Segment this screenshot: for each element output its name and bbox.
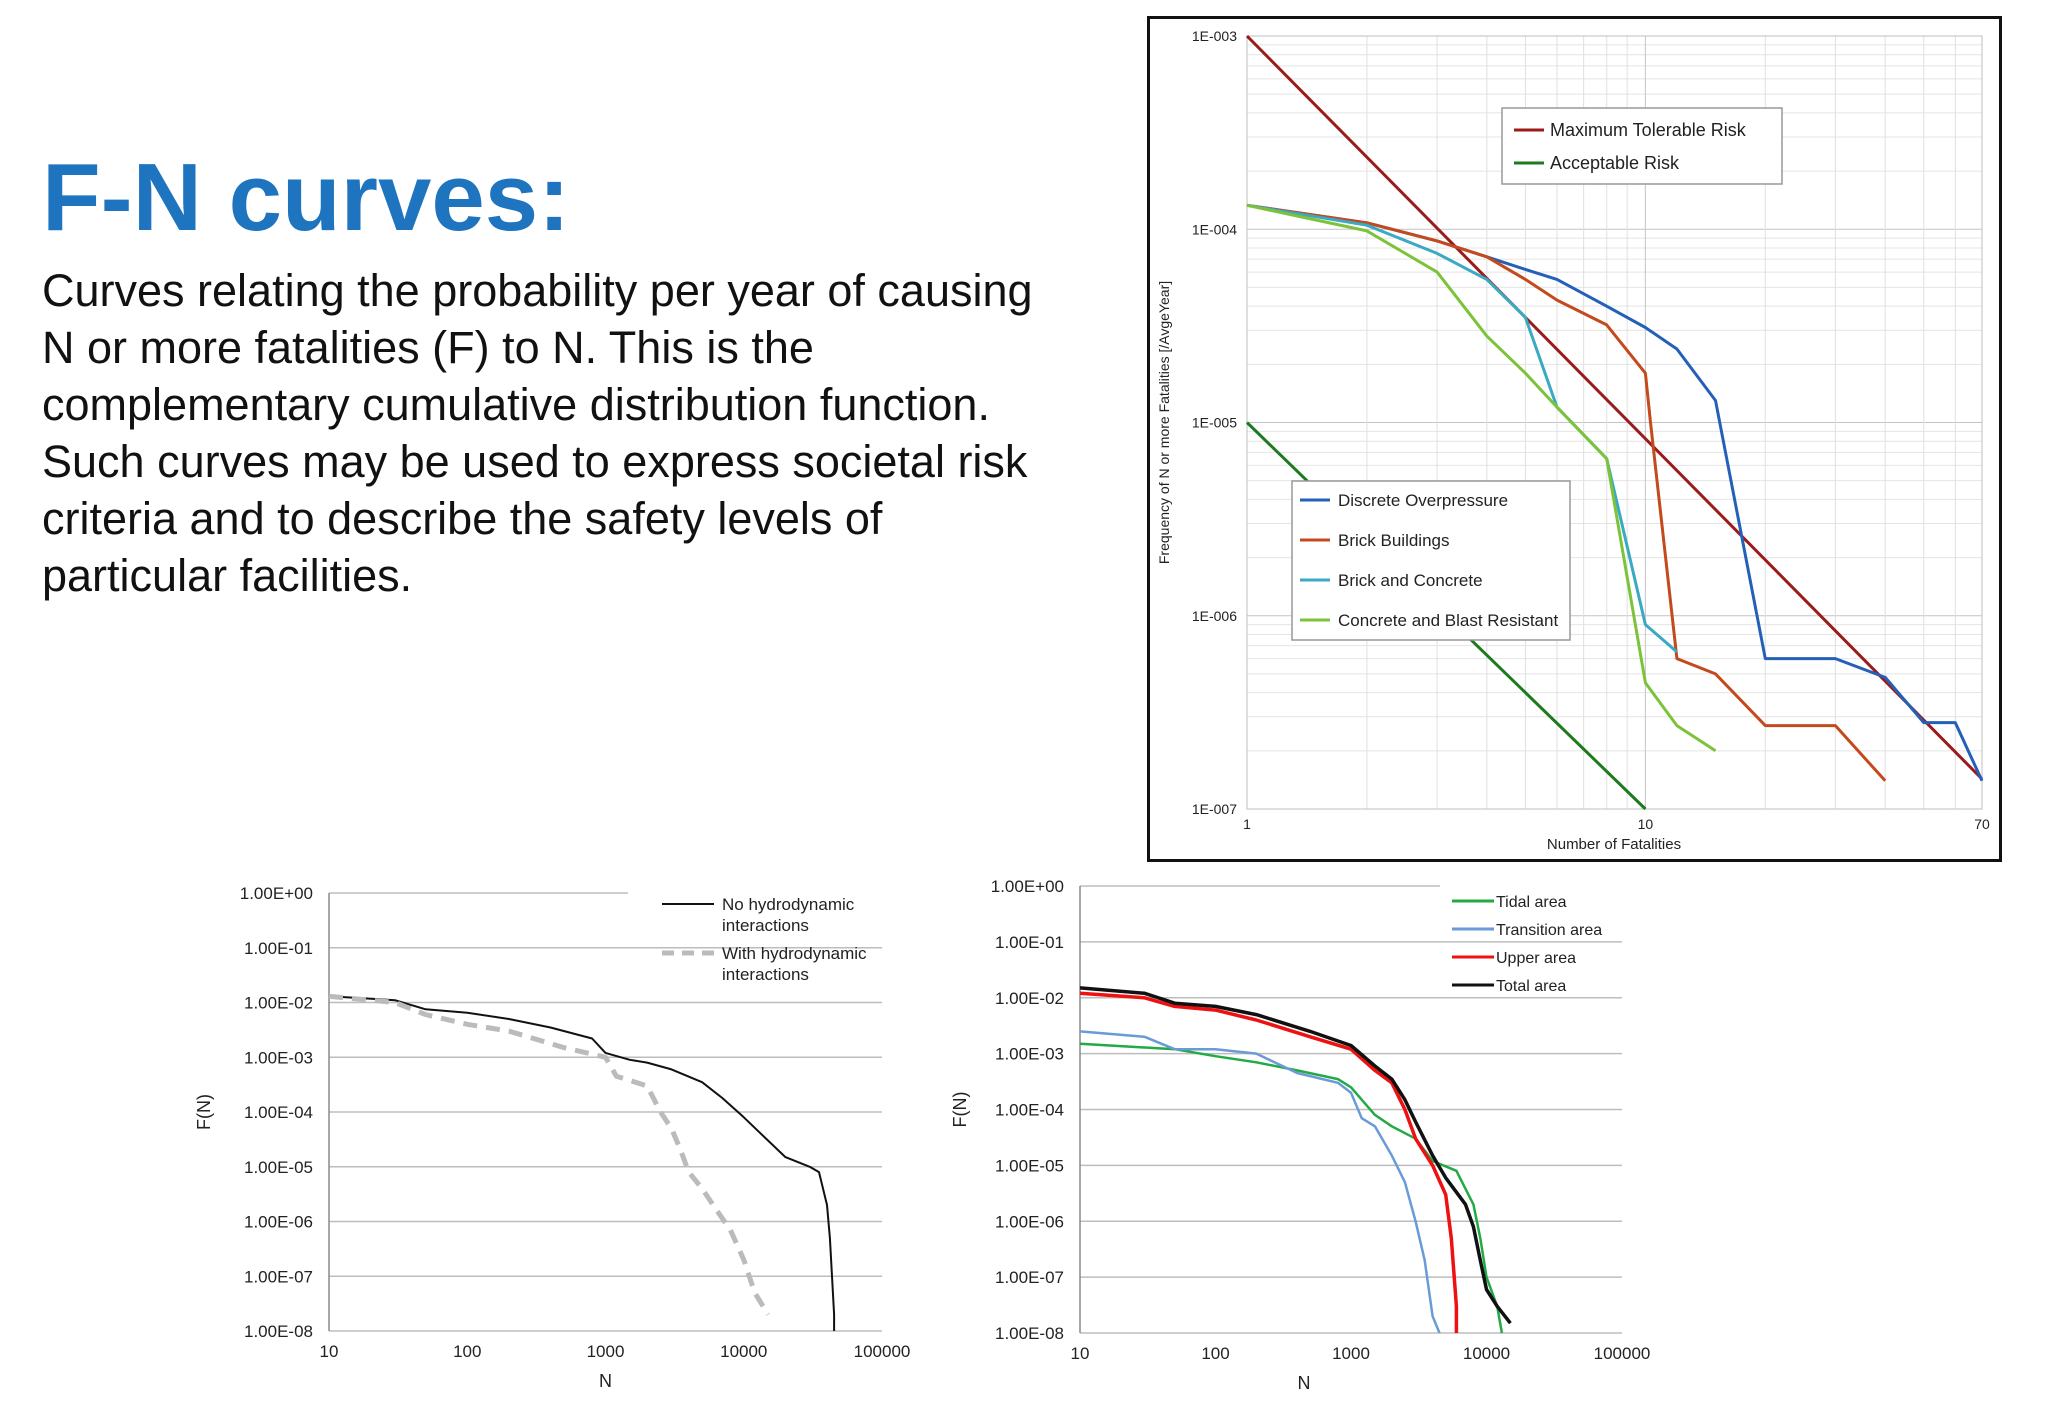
x-tick-label: 1000 bbox=[1332, 1344, 1370, 1363]
series-line-transition-area bbox=[1079, 1030, 1441, 1334]
x-tick-label: 10 bbox=[1638, 816, 1654, 832]
description-line: complementary cumulative distribution fu… bbox=[42, 379, 990, 430]
y-tick-label: 1.00E-08 bbox=[995, 1324, 1064, 1343]
y-axis-label: F(N) bbox=[194, 1094, 214, 1130]
series-line-maximum-tolerable-risk bbox=[1245, 34, 1984, 781]
y-tick-label: 1.00E-06 bbox=[244, 1213, 313, 1232]
legend-label: Discrete Overpressure bbox=[1338, 491, 1508, 510]
x-tick-label: 100 bbox=[453, 1342, 481, 1361]
y-tick-label: 1.00E+00 bbox=[991, 877, 1064, 896]
fn-chart-fatalities: 1E-003 1E-004 1E-005 1E-006 1E-007 1 10 70 Numbe… bbox=[1147, 16, 2002, 862]
description-line: N or more fatalities (F) to N. This is t… bbox=[42, 322, 814, 373]
y-tick-label: 1E-006 bbox=[1192, 608, 1237, 624]
y-tick-label: 1.00E-07 bbox=[244, 1267, 313, 1286]
legend-label: Upper area bbox=[1496, 950, 1576, 967]
series-line-upper-area bbox=[1079, 991, 1459, 1333]
series-line-total-area bbox=[1079, 986, 1512, 1325]
x-tick-label: 10 bbox=[1071, 1344, 1090, 1363]
y-tick-label: 1.00E-04 bbox=[244, 1103, 313, 1122]
y-tick-label: 1.00E-02 bbox=[244, 994, 313, 1013]
series-line-tidal-area bbox=[1079, 1042, 1504, 1334]
legend-label: Maximum Tolerable Risk bbox=[1550, 120, 1747, 140]
legend-box bbox=[1501, 107, 1783, 185]
x-tick-label: 100 bbox=[1201, 1344, 1229, 1363]
series-line-no-hydrodynamic-interactions bbox=[328, 995, 836, 1331]
series-line-brick-buildings bbox=[1246, 203, 1887, 782]
series-line-brick-and-concrete bbox=[1246, 203, 1678, 654]
y-tick-label: 1.00E-05 bbox=[995, 1156, 1064, 1175]
description-line: particular facilities. bbox=[42, 550, 413, 601]
description-line: Curves relating the probability per year… bbox=[42, 265, 1033, 316]
legend-label: Concrete and Blast Resistant bbox=[1338, 611, 1558, 630]
series-line-with-hydrodynamic-interactions bbox=[328, 993, 771, 1316]
y-tick-label: 1E-007 bbox=[1192, 801, 1237, 817]
x-tick-label: 1 bbox=[1243, 816, 1251, 832]
y-tick-label: 1.00E-06 bbox=[995, 1212, 1064, 1231]
y-tick-label: 1E-005 bbox=[1192, 415, 1237, 431]
legend-label: With hydrodynamic interactions bbox=[722, 944, 867, 984]
y-tick-label: 1E-003 bbox=[1192, 28, 1237, 44]
x-tick-label: 10000 bbox=[720, 1342, 767, 1361]
series-line-concrete-and-blast-resistant bbox=[1246, 203, 1717, 753]
legend-label: Total area bbox=[1496, 978, 1566, 995]
y-tick-label: 1.00E-04 bbox=[995, 1101, 1064, 1120]
y-axis-label: Frequency of N or more Fatalities [/Avge… bbox=[1156, 281, 1172, 564]
legend-label: Tidal area bbox=[1496, 894, 1567, 911]
legend-label: Brick Buildings bbox=[1338, 531, 1450, 550]
slide-description: Curves relating the probability per year… bbox=[42, 262, 1122, 604]
description-line: Such curves may be used to express socie… bbox=[42, 436, 1028, 487]
y-tick-label: 1.00E-02 bbox=[995, 989, 1064, 1008]
y-tick-label: 1.00E-01 bbox=[995, 933, 1064, 952]
x-axis-label: N bbox=[1298, 1373, 1311, 1393]
description-line: criteria and to describe the safety leve… bbox=[42, 493, 883, 544]
legend-label: Transition area bbox=[1496, 922, 1602, 939]
y-tick-label: 1.00E-03 bbox=[244, 1048, 313, 1067]
legend-label: Acceptable Risk bbox=[1550, 153, 1680, 173]
x-axis-label: N bbox=[599, 1371, 612, 1391]
chart-frame bbox=[1147, 16, 2002, 862]
x-tick-label: 100000 bbox=[854, 1342, 911, 1361]
y-tick-label: 1.00E+00 bbox=[240, 884, 313, 903]
x-tick-label: 10000 bbox=[1463, 1344, 1510, 1363]
y-tick-label: 1E-004 bbox=[1192, 221, 1237, 237]
x-axis-label: Number of Fatalities bbox=[1547, 836, 1681, 853]
x-tick-label: 70 bbox=[1974, 816, 1990, 832]
x-tick-label: 1000 bbox=[587, 1342, 625, 1361]
x-tick-label: 100000 bbox=[1594, 1344, 1651, 1363]
legend-label: No hydrodynamic interactions bbox=[722, 895, 855, 935]
legend-label: Brick and Concrete bbox=[1338, 571, 1483, 590]
y-axis-label: F(N) bbox=[950, 1092, 970, 1128]
y-tick-label: 1.00E-05 bbox=[244, 1158, 313, 1177]
y-tick-label: 1.00E-01 bbox=[244, 939, 313, 958]
y-tick-label: 1.00E-03 bbox=[995, 1045, 1064, 1064]
x-tick-label: 10 bbox=[320, 1342, 339, 1361]
slide-title: F-N curves: bbox=[42, 144, 571, 251]
y-tick-label: 1.00E-08 bbox=[244, 1322, 313, 1341]
legend-box bbox=[1291, 480, 1571, 641]
y-tick-label: 1.00E-07 bbox=[995, 1268, 1064, 1287]
